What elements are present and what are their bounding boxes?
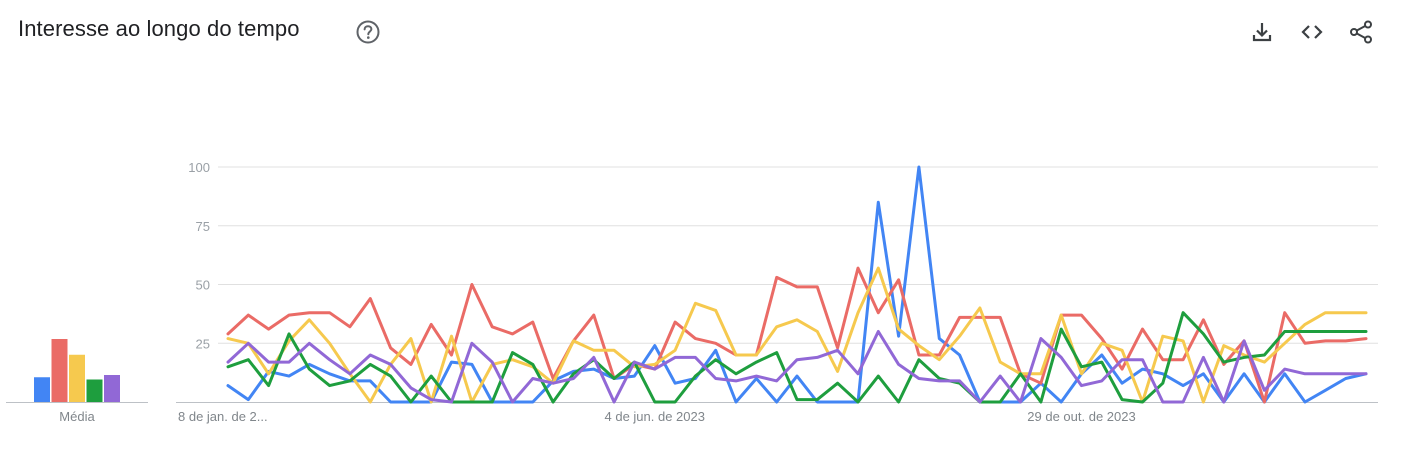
series-line-4[interactable]	[226, 311, 1368, 404]
average-bar	[34, 377, 50, 402]
x-tick-label: 8 de jan. de 2...	[178, 409, 268, 424]
y-tick-label: 75	[196, 219, 210, 234]
average-bar	[51, 339, 68, 402]
series-line-1[interactable]	[226, 165, 1368, 404]
embed-code-icon[interactable]	[1298, 18, 1326, 46]
x-tick-label: 29 de out. de 2023	[1027, 409, 1135, 424]
y-tick-label: 25	[196, 336, 210, 351]
widget-title: Interesse ao longo do tempo	[18, 16, 300, 41]
y-tick-label: 100	[188, 160, 210, 175]
share-icon[interactable]	[1347, 18, 1375, 46]
series-line-5[interactable]	[226, 330, 1368, 404]
x-tick-label: 4 de jun. de 2023	[605, 409, 705, 424]
y-tick-label: 50	[196, 278, 210, 293]
average-bar	[69, 354, 85, 402]
download-icon[interactable]	[1248, 18, 1276, 46]
series-line-2[interactable]	[226, 266, 1368, 404]
help-circle-icon[interactable]	[355, 19, 381, 45]
average-bar	[104, 375, 120, 402]
average-bar	[86, 379, 103, 402]
average-label: Média	[59, 409, 95, 424]
